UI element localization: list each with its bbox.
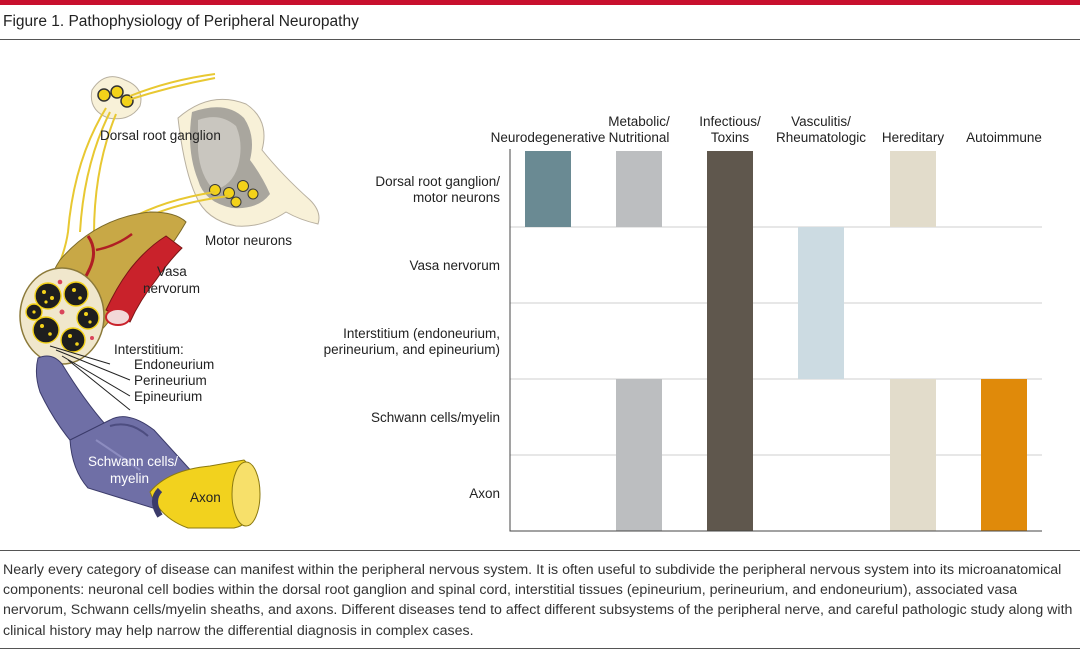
bar-col2-rows0-4 [707,151,753,531]
axon-icon [149,459,261,529]
column-header-0-line-0: Neurodegenerative [491,130,606,145]
bar-col4-rows3-4 [890,379,936,531]
chart-axes [509,149,1042,532]
endoneurium-label: Endoneurium [134,357,214,372]
row-label-4-line-0: Axon [469,486,500,501]
title-rule [0,39,1080,40]
nerve-illustration: Dorsal root ganglion Motor neurons Vasa … [19,73,320,529]
bar-col5-rows3-4 [981,379,1027,531]
column-header-1-line-0: Metabolic/ [608,114,670,129]
interstitium-label: Interstitium: [114,342,184,357]
column-header-2-line-0: Infectious/ [699,114,761,129]
column-header-3-line-0: Vasculitis/ [791,114,851,129]
motor-neurons-icon [209,180,259,208]
axon-label: Axon [190,490,221,505]
schwann-label-line2: myelin [110,471,149,486]
vasa-label-line2: nervorum [143,281,200,296]
nerve-cross-section-icon [19,267,105,365]
row-label-2-line-1: perineurium, and epineurium) [324,342,500,357]
caption-top-rule [0,550,1080,551]
row-label-0-line-0: Dorsal root ganglion/ [375,174,500,189]
perineurium-label: Perineurium [134,373,207,388]
column-header-4-line-0: Hereditary [882,130,945,145]
vasa-label-line1: Vasa [157,264,187,279]
dorsal-root-ganglion [90,76,142,120]
schwann-label-line1: Schwann cells/ [88,454,178,469]
drg-label: Dorsal root ganglion [100,128,221,143]
column-header-1-line-1: Nutritional [609,130,670,145]
bar-col1-rows3-4 [616,379,662,531]
bar-col3-rows1-2 [798,227,844,379]
epineurium-label: Epineurium [134,389,202,404]
column-header-3-line-1: Rheumatologic [776,130,866,145]
column-header-5-line-0: Autoimmune [966,130,1042,145]
column-header-2-line-1: Toxins [711,130,750,145]
bar-col0-rows0-0 [525,151,571,227]
top-accent-bar [0,0,1080,5]
row-label-3-line-0: Schwann cells/myelin [371,410,500,425]
row-label-0-line-1: motor neurons [413,190,500,205]
figure-title: Figure 1. Pathophysiology of Peripheral … [3,13,359,30]
bar-col1-rows0-0 [616,151,662,227]
figure-caption: Nearly every category of disease can man… [3,562,1073,639]
caption-bottom-rule [0,648,1080,649]
bar-col4-rows0-0 [890,151,936,227]
leader-lines [49,345,131,411]
row-label-2-line-0: Interstitium (endoneurium, [343,326,500,341]
spinal-cord-section [177,98,320,227]
row-label-1-line-0: Vasa nervorum [409,258,500,273]
motor-neurons-label: Motor neurons [205,233,292,248]
vasa-nervorum-icon [105,235,183,326]
